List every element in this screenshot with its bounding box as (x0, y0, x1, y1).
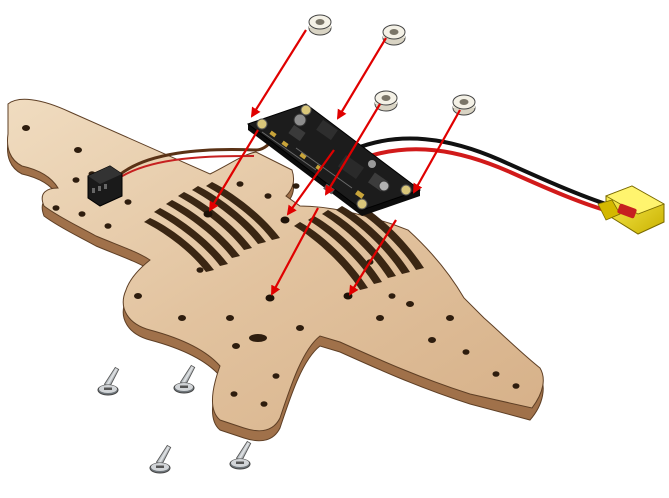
frame-plate (7, 98, 544, 442)
arrow-spacer-3 (324, 103, 381, 196)
vent-slots-right (294, 202, 424, 290)
arrow-pcb-to-plate-2 (286, 149, 335, 216)
nylon-spacer-icon (374, 90, 398, 112)
black-power-wire (351, 136, 613, 208)
countersunk-screw-icon (173, 364, 196, 394)
nylon-spacer-icon (452, 94, 476, 116)
arrow-pcb-to-plate-3 (271, 207, 319, 296)
nylon-spacers (308, 14, 476, 116)
frame-holes (22, 125, 520, 407)
pcb-mount-holes (203, 210, 353, 302)
arrow-pcb-to-plate-4 (348, 219, 397, 296)
battery-leads (351, 136, 613, 214)
assembly-arrows (208, 29, 461, 296)
frame-plate-top (7, 98, 544, 432)
servo-connector (87, 139, 274, 207)
nylon-spacer-icon (308, 14, 332, 36)
countersunk-screw-icon (229, 440, 252, 470)
nylon-spacer-icon (382, 24, 406, 46)
countersunk-screw-icon (97, 366, 120, 396)
red-signal-wire (115, 155, 255, 181)
countersunk-screw-icon (149, 444, 172, 474)
arrow-pcb-to-plate-1 (208, 129, 259, 212)
arrow-spacer-4 (413, 109, 461, 194)
red-power-wire (357, 147, 613, 214)
arrow-spacer-2 (336, 37, 387, 120)
xt60-connector (597, 185, 665, 235)
brown-wire (110, 139, 274, 183)
countersunk-screws (97, 364, 252, 474)
arrow-spacer-1 (250, 29, 307, 118)
vent-slots-left (144, 182, 280, 272)
